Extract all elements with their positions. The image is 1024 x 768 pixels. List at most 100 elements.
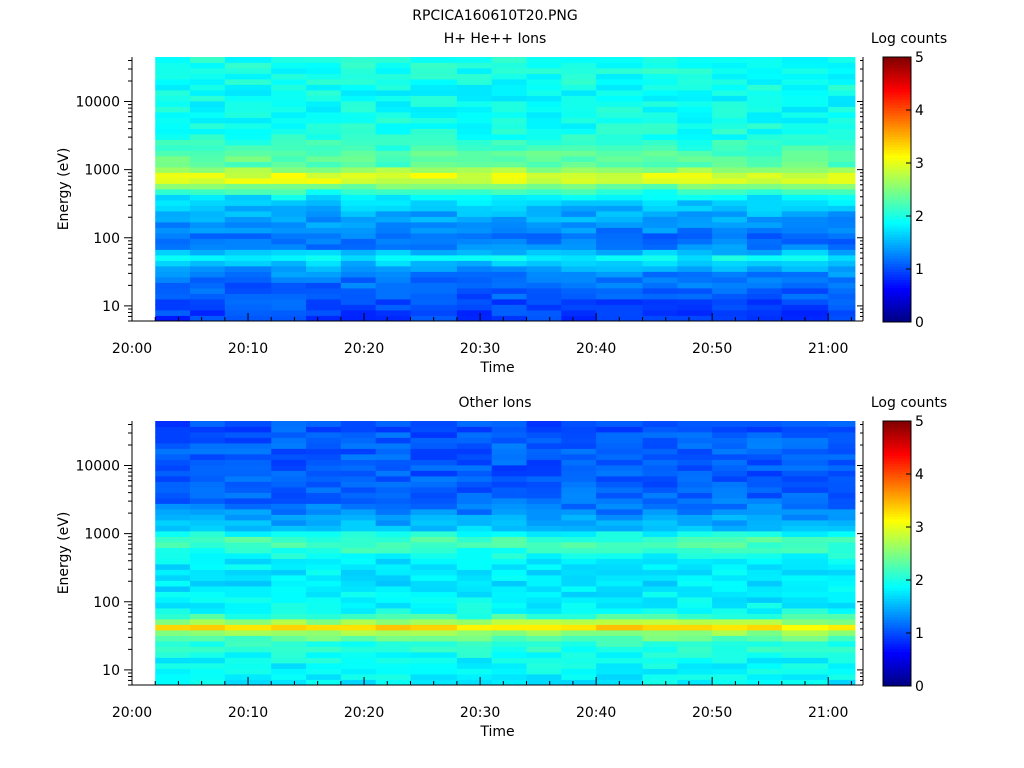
heatmap-cell — [224, 211, 272, 217]
colorbar-segment — [883, 269, 911, 273]
heatmap-cell — [491, 299, 527, 305]
heatmap-cell — [271, 205, 307, 212]
colorbar-segment — [883, 67, 911, 71]
heatmap-cell — [271, 150, 307, 157]
heatmap-cell — [746, 553, 783, 559]
heatmap-cell — [224, 553, 272, 559]
heatmap-cell — [491, 481, 527, 488]
heatmap-cell — [190, 194, 226, 201]
heatmap-cell — [224, 95, 272, 102]
heatmap-cell — [526, 608, 562, 614]
heatmap-cell — [456, 613, 493, 620]
heatmap-cell — [155, 117, 191, 124]
heatmap-cell — [642, 260, 678, 267]
heatmap-cell — [828, 310, 856, 316]
heatmap-cell — [781, 73, 829, 80]
heatmap-cell — [781, 608, 829, 614]
colorbar-segment — [883, 646, 911, 650]
heatmap-cell — [155, 156, 191, 162]
heatmap-cell — [375, 503, 411, 510]
heatmap-cell — [781, 465, 829, 471]
heatmap-cell — [828, 57, 856, 63]
heatmap-cell — [271, 564, 307, 570]
heatmap-cell — [781, 580, 829, 587]
heatmap-cell — [375, 112, 411, 118]
heatmap-cell — [190, 156, 226, 162]
heatmap-cell — [677, 542, 713, 548]
heatmap-cell — [712, 101, 748, 107]
heatmap-cell — [155, 608, 191, 614]
heatmap-cell — [375, 657, 411, 664]
heatmap-cell — [677, 244, 713, 250]
heatmap-cell — [271, 244, 307, 250]
heatmap-cell — [306, 602, 342, 609]
heatmap-cell — [340, 426, 377, 433]
heatmap-cell — [596, 503, 643, 510]
heatmap-cell — [746, 68, 783, 74]
heatmap-cell — [781, 663, 829, 669]
heatmap-cell — [190, 112, 226, 118]
heatmap-cell — [410, 178, 458, 184]
heatmap-cell — [746, 525, 783, 532]
heatmap-cell — [746, 454, 783, 460]
heatmap-cell — [224, 238, 272, 245]
heatmap-cell — [677, 288, 713, 294]
heatmap-cell — [224, 90, 272, 96]
heatmap-cell — [375, 156, 411, 162]
colorbar-segment — [883, 62, 911, 66]
heatmap-cell — [642, 150, 678, 157]
heatmap-cell — [190, 426, 226, 433]
heatmap-cell — [306, 586, 342, 592]
heatmap-cell — [596, 646, 643, 653]
heatmap-cell — [456, 459, 493, 466]
heatmap-cell — [828, 145, 856, 151]
heatmap-cell — [491, 487, 527, 493]
colorbar-segment — [883, 173, 911, 177]
heatmap-cell — [712, 514, 748, 521]
heatmap-cell — [224, 310, 272, 316]
heatmap-cell — [561, 282, 597, 289]
heatmap-cell — [642, 465, 678, 471]
colorbar-segment — [883, 165, 911, 169]
heatmap-cell — [155, 542, 191, 548]
heatmap-cell — [271, 167, 307, 173]
panel-title: Other Ions — [458, 395, 531, 411]
colorbar-segment — [883, 117, 911, 121]
heatmap-cell — [491, 255, 527, 261]
heatmap-cell — [642, 547, 678, 554]
heatmap-cell — [712, 57, 748, 63]
heatmap-cell — [306, 194, 342, 201]
heatmap-cell — [642, 271, 678, 278]
heatmap-cell — [596, 674, 643, 680]
colorbar-segment — [883, 487, 911, 491]
heatmap-cell — [677, 233, 713, 239]
heatmap-cell — [456, 90, 493, 96]
heatmap-cell — [746, 288, 783, 294]
heatmap-cell — [561, 299, 597, 305]
heatmap-cell — [781, 476, 829, 482]
heatmap-cell — [746, 260, 783, 267]
heatmap-cell — [712, 178, 748, 184]
heatmap-cell — [526, 139, 562, 146]
heatmap-cell — [596, 481, 643, 488]
heatmap-cell — [155, 437, 191, 444]
heatmap-cell — [375, 172, 411, 179]
x-tick-label: 20:30 — [460, 705, 500, 721]
heatmap-cell — [828, 586, 856, 592]
heatmap-cell — [224, 161, 272, 168]
colorbar-segment — [883, 683, 911, 687]
heatmap-cell — [224, 575, 272, 581]
heatmap-cell — [155, 315, 191, 322]
heatmap-cells — [155, 421, 856, 686]
colorbar-segment — [883, 284, 911, 288]
heatmap-cell — [491, 123, 527, 129]
heatmap-cell — [340, 503, 377, 510]
heatmap-cell — [746, 112, 783, 118]
colorbar-segment — [883, 492, 911, 496]
heatmap-cell — [306, 79, 342, 85]
heatmap-cell — [746, 487, 783, 493]
heatmap-cell — [642, 553, 678, 559]
heatmap-cell — [340, 613, 377, 620]
heatmap-cell — [596, 62, 643, 69]
heatmap-cell — [491, 580, 527, 587]
